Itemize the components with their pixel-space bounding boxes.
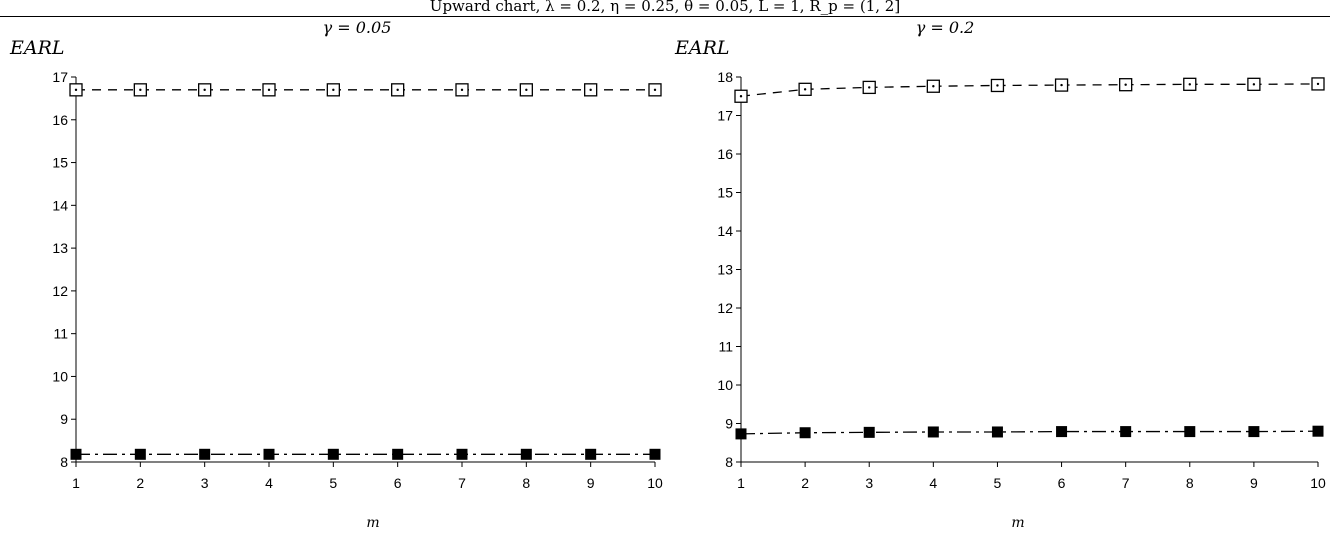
- x-axis-label: m: [366, 515, 379, 531]
- data-point-dot: [1252, 83, 1256, 86]
- data-point: [456, 448, 468, 460]
- data-point: [863, 426, 875, 438]
- y-tick-label: 10: [717, 377, 733, 393]
- data-point-dot: [803, 88, 807, 91]
- x-tick-label: 5: [329, 475, 337, 491]
- y-tick-label: 18: [717, 69, 733, 85]
- data-point-dot: [139, 88, 142, 92]
- data-point-dot: [589, 88, 592, 92]
- data-point-dot: [739, 95, 743, 98]
- y-tick-label: 15: [52, 155, 68, 171]
- figure-caption: Upward chart, λ = 0.2, η = 0.25, θ = 0.0…: [430, 0, 900, 15]
- data-point: [927, 426, 939, 438]
- data-point-dot: [1124, 83, 1127, 86]
- data-point-dot: [996, 84, 999, 87]
- x-tick-label: 1: [737, 475, 745, 491]
- data-point: [1056, 426, 1068, 438]
- y-tick-label: 14: [52, 197, 68, 213]
- y-tick-label: 17: [717, 108, 733, 124]
- x-tick-label: 6: [1058, 475, 1066, 491]
- data-point-dot: [653, 88, 657, 92]
- x-tick-label: 8: [1186, 475, 1194, 491]
- x-tick-label: 9: [1250, 475, 1258, 491]
- data-point: [1120, 426, 1132, 438]
- data-point: [1312, 425, 1324, 437]
- y-tick-label: 16: [717, 146, 733, 162]
- data-point-dot: [74, 88, 78, 92]
- y-tick-label: 16: [52, 112, 68, 128]
- series-line: [740, 430, 1319, 435]
- data-point: [263, 448, 275, 460]
- data-point-dot: [332, 88, 335, 92]
- series-1: [70, 448, 661, 460]
- x-tick-label: 3: [865, 475, 873, 491]
- x-tick-label: 7: [458, 475, 466, 491]
- data-point: [799, 427, 811, 439]
- data-point: [735, 428, 747, 440]
- y-tick-label: 11: [53, 326, 68, 342]
- data-point: [327, 448, 339, 460]
- y-tick-label: 9: [60, 411, 68, 427]
- x-tick-label: 4: [265, 475, 273, 491]
- y-tick-label: 12: [52, 283, 68, 299]
- data-point-dot: [1188, 83, 1191, 86]
- y-tick-label: 8: [60, 454, 68, 470]
- series-line: [740, 83, 1319, 97]
- y-tick-label: 8: [725, 454, 733, 470]
- data-point: [585, 448, 597, 460]
- y-tick-label: 13: [52, 240, 68, 256]
- x-tick-label: 1: [72, 475, 80, 491]
- data-point: [392, 448, 404, 460]
- x-axis-label: m: [1011, 515, 1024, 531]
- chart-title: γ = 0.05: [323, 18, 392, 37]
- x-tick-label: 10: [647, 475, 663, 491]
- data-point-dot: [1316, 82, 1320, 86]
- x-tick-label: 4: [929, 475, 937, 491]
- y-tick-label: 12: [717, 300, 733, 316]
- data-point-dot: [203, 88, 206, 92]
- data-point-dot: [868, 86, 871, 89]
- x-tick-label: 3: [201, 475, 209, 491]
- y-tick-label: 15: [717, 185, 733, 201]
- series-0: [734, 77, 1325, 103]
- x-tick-label: 7: [1122, 475, 1130, 491]
- y-axis-label: EARL: [9, 37, 65, 59]
- data-point: [1248, 426, 1260, 438]
- x-tick-label: 6: [394, 475, 402, 491]
- data-point-dot: [460, 88, 464, 92]
- data-point: [70, 448, 82, 460]
- data-point: [199, 448, 211, 460]
- x-tick-label: 5: [994, 475, 1002, 491]
- data-point-dot: [267, 88, 271, 92]
- data-point: [649, 448, 661, 460]
- y-tick-label: 9: [725, 416, 733, 432]
- y-tick-label: 11: [718, 339, 733, 355]
- data-point: [991, 426, 1003, 438]
- x-tick-label: 8: [522, 475, 530, 491]
- y-tick-label: 14: [717, 223, 733, 239]
- x-tick-label: 2: [136, 475, 144, 491]
- series-1: [735, 425, 1324, 440]
- data-point-dot: [525, 88, 528, 92]
- data-point-dot: [932, 85, 935, 88]
- y-tick-label: 10: [52, 368, 68, 384]
- data-point-dot: [396, 88, 399, 92]
- y-axis-label: EARL: [674, 37, 730, 59]
- data-point: [1184, 426, 1196, 438]
- y-tick-label: 13: [717, 262, 733, 278]
- data-point: [134, 448, 146, 460]
- series-0: [69, 83, 662, 97]
- y-tick-label: 17: [52, 69, 68, 85]
- x-tick-label: 9: [587, 475, 595, 491]
- data-point: [520, 448, 532, 460]
- x-tick-label: 10: [1310, 475, 1326, 491]
- chart-title: γ = 0.2: [916, 18, 975, 37]
- data-point-dot: [1060, 83, 1063, 87]
- x-tick-label: 2: [801, 475, 809, 491]
